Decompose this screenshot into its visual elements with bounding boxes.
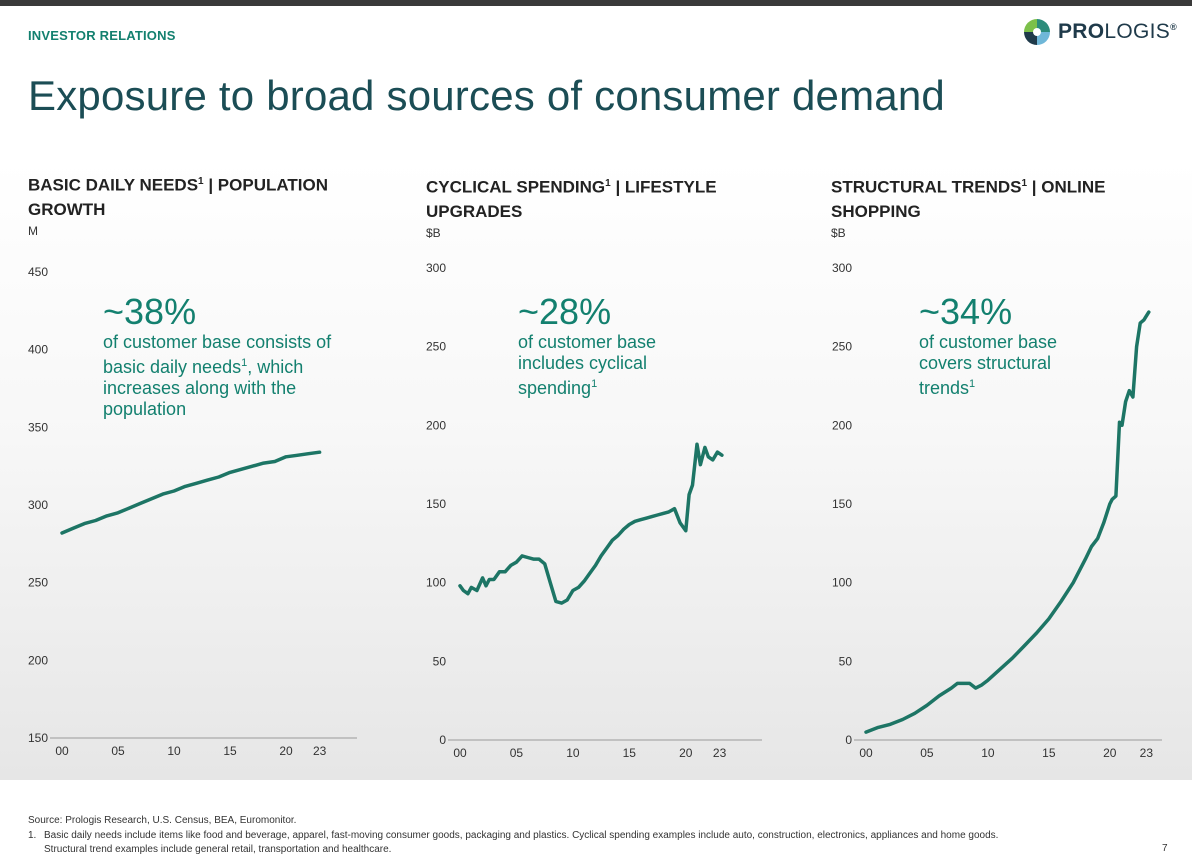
chart-cyclical: 0 50 100 150 200 250 300 00 05 10 15 20 23: [426, 261, 762, 760]
x-tick-label: 15: [1042, 746, 1056, 760]
unit-label-cyclical: $B: [426, 226, 441, 240]
y-tick-label: 200: [832, 418, 852, 432]
y-tick-label: 50: [839, 654, 853, 668]
chart-structural: 0 50 100 150 200 250 300 00 05 10 15 20 23: [832, 261, 1162, 760]
x-tick-label: 05: [920, 746, 934, 760]
y-tick-label: 400: [28, 343, 48, 357]
y-tick-label: 150: [426, 497, 446, 511]
y-tick-label: 100: [426, 576, 446, 590]
x-tick-label: 05: [510, 746, 524, 760]
x-tick-label: 20: [1103, 746, 1117, 760]
panel-title-cyclical: CYCLICAL SPENDING1 | LIFESTYLE UPGRADES: [426, 177, 717, 221]
series-line: [60, 450, 322, 535]
callout-percent: ~28%: [518, 291, 612, 332]
y-tick-label: 250: [28, 576, 48, 590]
x-tick-label: 15: [623, 746, 637, 760]
panel-title-basic-needs: BASIC DAILY NEEDS1 | POPULATION GROWTH: [28, 175, 328, 219]
x-tick-label: 00: [859, 746, 873, 760]
x-tick-label: 15: [223, 744, 237, 758]
callout-structural: ~34% of customer base covers structural …: [919, 292, 1089, 399]
unit-label-basic-needs: M: [28, 224, 38, 238]
callout-percent: ~38%: [103, 291, 197, 332]
series-line: [864, 310, 1151, 734]
unit-label-structural: $B: [831, 226, 846, 240]
logo-text: PROLOGIS®: [1058, 20, 1178, 43]
footnote: 1. Basic daily needs include items like f…: [28, 830, 999, 855]
source-note: Source: Prologis Research, U.S. Census, …: [28, 815, 297, 826]
y-tick-label: 300: [832, 261, 852, 275]
callout-cyclical: ~28% of customer base includes cyclical …: [518, 292, 688, 399]
x-tick-label: 10: [566, 746, 580, 760]
y-tick-label: 0: [439, 733, 446, 747]
y-tick-label: 150: [832, 497, 852, 511]
section-label: INVESTOR RELATIONS: [28, 28, 176, 43]
x-tick-label: 00: [453, 746, 467, 760]
callout-description: of customer base covers structural trend…: [919, 332, 1058, 398]
x-tick-label: 10: [981, 746, 995, 760]
page-title: Exposure to broad sources of consumer de…: [28, 72, 945, 119]
x-tick-label: 23: [713, 746, 727, 760]
y-tick-label: 0: [845, 733, 852, 747]
callout-description: of customer base consists of basic daily…: [103, 332, 332, 419]
x-tick-label: 00: [55, 744, 69, 758]
callout-description: of customer base includes cyclical spend…: [518, 332, 657, 398]
x-tick-label: 05: [111, 744, 125, 758]
y-tick-label: 150: [28, 731, 48, 745]
y-tick-label: 250: [832, 340, 852, 354]
y-tick-label: 100: [832, 576, 852, 590]
chart-basic-needs: 150 200 250 300 350 400 450 00 05 10 15 20 23: [28, 265, 357, 758]
x-tick-label: 23: [1140, 746, 1154, 760]
page-number: 7: [1162, 843, 1168, 854]
y-tick-label: 200: [426, 418, 446, 432]
y-tick-label: 450: [28, 265, 48, 279]
y-tick-label: 350: [28, 420, 48, 434]
x-tick-label: 20: [279, 744, 293, 758]
y-tick-label: 300: [426, 261, 446, 275]
y-tick-label: 250: [426, 340, 446, 354]
x-tick-label: 10: [167, 744, 181, 758]
y-tick-label: 200: [28, 653, 48, 667]
x-tick-label: 20: [679, 746, 693, 760]
top-bar: [0, 0, 1192, 6]
y-tick-label: 50: [433, 654, 447, 668]
callout-percent: ~34%: [919, 291, 1013, 332]
y-tick-label: 300: [28, 498, 48, 512]
callout-basic-needs: ~38% of customer base consists of basic …: [103, 292, 343, 420]
prologis-logo: PROLOGIS®: [1022, 16, 1177, 48]
series-line: [458, 442, 724, 605]
globe-icon: [1024, 19, 1050, 45]
x-tick-label: 23: [313, 744, 327, 758]
panel-title-structural: STRUCTURAL TRENDS1 | ONLINE SHOPPING: [831, 177, 1106, 221]
